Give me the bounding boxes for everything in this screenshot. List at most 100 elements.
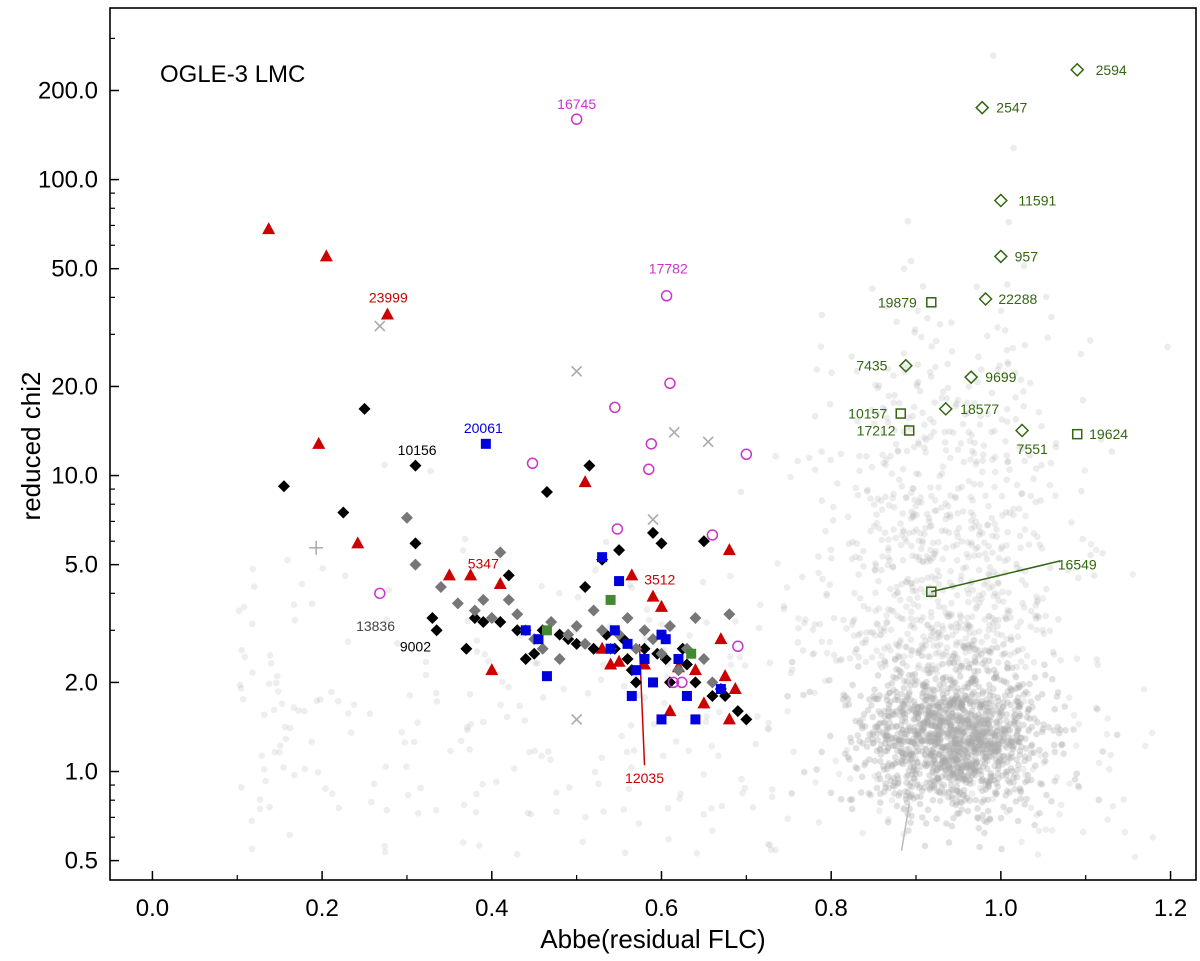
background-point: [857, 692, 864, 700]
background-point: [876, 746, 884, 753]
background-point: [936, 718, 944, 725]
background-point: [686, 632, 693, 639]
background-point: [769, 786, 776, 793]
background-point: [904, 694, 911, 702]
background-point: [996, 756, 1004, 763]
background-point: [937, 748, 945, 756]
background-point: [917, 708, 925, 715]
background-point: [913, 704, 921, 712]
background-point: [998, 543, 1006, 551]
background-point: [950, 700, 958, 707]
background-point: [979, 690, 987, 697]
background-point: [890, 673, 897, 681]
background-point: [913, 380, 921, 388]
background-point: [902, 788, 910, 795]
background-point: [308, 600, 316, 608]
background-point: [1039, 626, 1046, 634]
background-point: [929, 539, 937, 547]
background-point: [1001, 742, 1009, 749]
background-point: [924, 731, 932, 738]
background-point: [885, 544, 892, 551]
background-point: [952, 736, 959, 743]
background-point: [1034, 694, 1041, 701]
background-point: [727, 572, 734, 580]
background-point: [941, 788, 948, 796]
background-point: [953, 703, 961, 711]
background-point: [949, 762, 957, 769]
background-point: [939, 660, 946, 668]
background-point: [995, 741, 1003, 748]
background-point: [1025, 728, 1032, 735]
background-point: [935, 629, 942, 636]
background-point: [981, 732, 989, 740]
background-point: [1109, 802, 1117, 810]
background-point: [867, 495, 874, 502]
background-point: [970, 727, 977, 735]
background-point: [949, 652, 957, 660]
background-point: [915, 470, 922, 478]
background-point: [931, 497, 939, 504]
background-point: [841, 750, 849, 758]
background-point: [908, 756, 915, 763]
background-point: [994, 630, 1001, 638]
background-point: [1007, 738, 1015, 745]
background-point: [917, 720, 924, 728]
background-point: [922, 524, 929, 532]
x-tick-label: 1.2: [1154, 895, 1187, 922]
background-point: [953, 768, 961, 775]
background-point: [957, 613, 965, 621]
background-point: [971, 743, 978, 750]
background-point: [955, 774, 962, 782]
background-point: [928, 750, 935, 758]
background-point: [928, 522, 935, 529]
background-point: [381, 842, 389, 850]
background-point: [620, 806, 627, 813]
background-point: [946, 726, 954, 733]
background-point: [248, 845, 256, 853]
background-point: [935, 788, 943, 796]
background-point: [732, 618, 739, 625]
background-point: [988, 698, 995, 705]
data-point: [722, 543, 736, 556]
background-point: [1004, 358, 1011, 366]
background-point: [1027, 379, 1034, 387]
background-point: [983, 742, 990, 750]
background-point: [261, 765, 268, 773]
background-point: [967, 741, 974, 748]
background-point: [953, 747, 961, 754]
background-point: [960, 458, 968, 466]
background-point: [381, 461, 388, 469]
background-point: [953, 639, 961, 646]
background-point: [480, 718, 487, 726]
background-point: [877, 497, 885, 505]
background-point: [998, 631, 1006, 639]
background-point: [953, 783, 961, 790]
background-point: [1017, 376, 1025, 384]
background-point: [877, 758, 884, 765]
background-point: [953, 759, 960, 766]
background-point: [1001, 649, 1009, 657]
background-point: [965, 477, 973, 485]
background-point: [988, 645, 996, 652]
background-point: [1015, 761, 1022, 769]
background-point: [460, 801, 468, 808]
background-point: [961, 733, 969, 740]
point-annotation: 23999: [369, 289, 408, 305]
background-point: [933, 766, 941, 774]
background-point: [295, 707, 302, 714]
background-point: [972, 713, 979, 720]
background-point: [513, 851, 521, 858]
background-point: [989, 692, 997, 699]
background-point: [844, 753, 852, 761]
background-point: [893, 693, 901, 701]
background-point: [276, 749, 283, 756]
background-point: [928, 722, 936, 729]
background-point: [317, 696, 324, 703]
background-point: [870, 501, 878, 508]
background-point: [920, 687, 928, 695]
background-point: [955, 748, 962, 756]
background-point: [1007, 684, 1014, 692]
background-point: [1019, 681, 1027, 688]
background-point: [899, 615, 907, 623]
background-point: [928, 624, 936, 631]
